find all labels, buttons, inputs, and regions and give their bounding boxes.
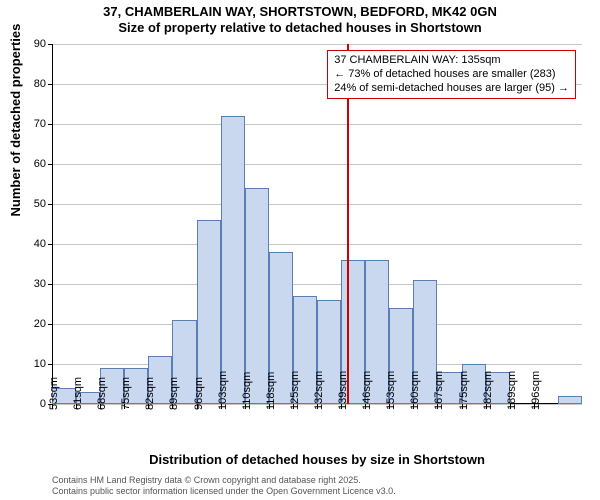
credit-line-2: Contains public sector information licen…	[52, 486, 396, 497]
x-tick-label: 89sqm	[168, 377, 180, 410]
y-tick-label: 60	[34, 158, 52, 170]
plot-area: 010203040506070809053sqm61sqm68sqm75sqm8…	[52, 44, 582, 404]
x-tick-label: 160sqm	[409, 371, 421, 410]
y-tick-label: 90	[34, 38, 52, 50]
gridline	[52, 244, 582, 245]
y-tick-label: 20	[34, 318, 52, 330]
annotation-box: 37 CHAMBERLAIN WAY: 135sqm← 73% of detac…	[327, 50, 576, 99]
x-tick-label: 153sqm	[385, 371, 397, 410]
x-tick-label: 182sqm	[482, 371, 494, 410]
x-tick-label: 125sqm	[289, 371, 301, 410]
x-tick-label: 196sqm	[530, 371, 542, 410]
x-tick-label: 175sqm	[458, 371, 470, 410]
title-line-2: Size of property relative to detached ho…	[0, 20, 600, 35]
gridline	[52, 164, 582, 165]
x-tick-label: 110sqm	[241, 372, 253, 410]
gridline	[52, 204, 582, 205]
histogram-bar	[221, 116, 245, 404]
x-tick-label: 118sqm	[265, 372, 277, 410]
x-tick-label: 53sqm	[48, 377, 60, 410]
x-tick-label: 96sqm	[193, 377, 205, 410]
x-tick-label: 103sqm	[217, 371, 229, 410]
credits-block: Contains HM Land Registry data © Crown c…	[52, 475, 396, 497]
x-tick-label: 68sqm	[96, 377, 108, 410]
x-tick-label: 82sqm	[144, 377, 156, 410]
y-axis-line	[52, 44, 53, 404]
chart-container: 37, CHAMBERLAIN WAY, SHORTSTOWN, BEDFORD…	[0, 0, 600, 500]
y-tick-label: 70	[34, 118, 52, 130]
x-tick-label: 167sqm	[433, 371, 445, 410]
y-tick-label: 80	[34, 78, 52, 90]
y-tick-label: 50	[34, 198, 52, 210]
x-axis-label: Distribution of detached houses by size …	[52, 452, 582, 467]
annotation-line-2: ← 73% of detached houses are smaller (28…	[334, 68, 569, 82]
x-tick-label: 189sqm	[506, 371, 518, 410]
y-axis-label: Number of detached properties	[8, 24, 23, 217]
gridline	[52, 44, 582, 45]
x-tick-label: 61sqm	[72, 377, 84, 410]
y-tick-label: 30	[34, 278, 52, 290]
gridline	[52, 124, 582, 125]
credit-line-1: Contains HM Land Registry data © Crown c…	[52, 475, 396, 486]
x-tick-label: 132sqm	[313, 371, 325, 410]
chart-title: 37, CHAMBERLAIN WAY, SHORTSTOWN, BEDFORD…	[0, 4, 600, 35]
y-tick-label: 40	[34, 238, 52, 250]
annotation-line-1: 37 CHAMBERLAIN WAY: 135sqm	[334, 54, 569, 68]
title-line-1: 37, CHAMBERLAIN WAY, SHORTSTOWN, BEDFORD…	[0, 4, 600, 19]
y-tick-label: 10	[34, 358, 52, 370]
histogram-bar	[558, 396, 582, 404]
x-tick-label: 75sqm	[120, 377, 132, 410]
annotation-line-3: 24% of semi-detached houses are larger (…	[334, 82, 569, 96]
gridline	[52, 284, 582, 285]
x-tick-label: 146sqm	[361, 371, 373, 410]
